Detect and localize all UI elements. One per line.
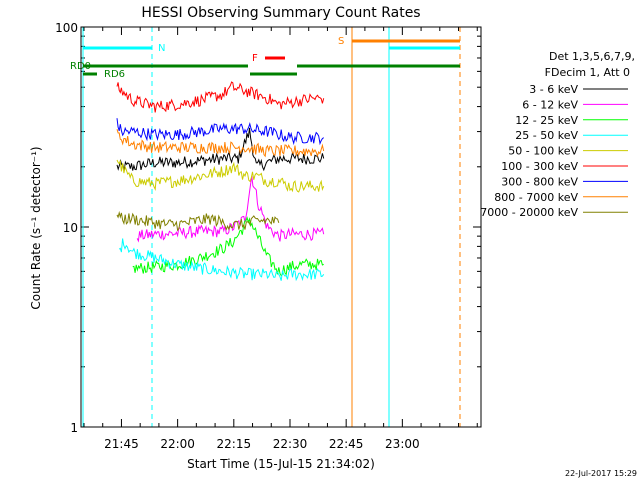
flare-label: F	[252, 53, 258, 64]
series-line-5	[116, 81, 325, 113]
series-line-1	[136, 175, 325, 243]
series-line-6	[116, 118, 325, 146]
series-layer	[116, 81, 325, 282]
y-tick-label-2: 100	[55, 21, 78, 35]
y-tick-labels: 1 10 100	[55, 21, 78, 435]
x-tick-label-1: 22:00	[160, 437, 195, 451]
series-line-7	[116, 129, 325, 158]
legend-header-line-2: FDecim 1, Att 0	[545, 66, 630, 79]
night-label: N	[158, 43, 165, 54]
x-tick-label-0: 21:45	[104, 437, 139, 451]
x-tick-label-2: 22:15	[217, 437, 252, 451]
series-line-8	[116, 210, 280, 232]
plot-frame	[80, 26, 482, 428]
legend-label-7: 800 - 7000 keV	[494, 191, 578, 204]
series-line-0	[116, 127, 325, 172]
legend-entries: 3 - 6 keV 6 - 12 keV 12 - 25 keV 25 - 50 ke…	[480, 83, 628, 219]
legend-label-6: 300 - 800 keV	[501, 175, 578, 188]
footer-date: 22-Jul-2017 15:29	[565, 469, 637, 478]
legend-label-8: 7000 - 20000 keV	[480, 206, 578, 219]
y-axis-label-text: Count Rate (s⁻¹ detector⁻¹)	[29, 146, 43, 309]
y-tick-label-1: 10	[63, 221, 78, 235]
x-axis-label: Start Time (15-Jul-15 21:34:02)	[187, 457, 375, 471]
x-tick-label-3: 22:30	[273, 437, 308, 451]
chart-title: HESSI Observing Summary Count Rates	[141, 5, 420, 21]
axis-ticks	[81, 27, 481, 428]
y-axis-label: Count Rate (s⁻¹ detector⁻¹)	[29, 146, 43, 309]
x-tick-label-5: 23:00	[385, 437, 420, 451]
series-line-3	[118, 238, 325, 282]
y-tick-label-0: 1	[70, 421, 78, 435]
saa-label: S	[338, 36, 344, 47]
x-tick-labels: 21:45 22:00 22:15 22:30 22:45 23:00	[104, 437, 419, 451]
legend: Det 1,3,5,6,7,9, FDecim 1, Att 0 3 - 6 k…	[480, 50, 635, 219]
rd6-label: RD6	[104, 69, 125, 80]
series-line-4	[116, 159, 325, 193]
x-tick-label-4: 22:45	[329, 437, 364, 451]
legend-label-4: 50 - 100 keV	[508, 145, 578, 158]
legend-label-0: 3 - 6 keV	[529, 83, 578, 96]
legend-label-1: 6 - 12 keV	[522, 98, 578, 111]
legend-label-5: 100 - 300 keV	[501, 160, 578, 173]
legend-header-line-1: Det 1,3,5,6,7,9,	[549, 50, 635, 63]
legend-label-3: 25 - 50 keV	[515, 129, 578, 142]
legend-label-2: 12 - 25 keV	[515, 114, 578, 127]
series-line-2	[132, 216, 324, 277]
